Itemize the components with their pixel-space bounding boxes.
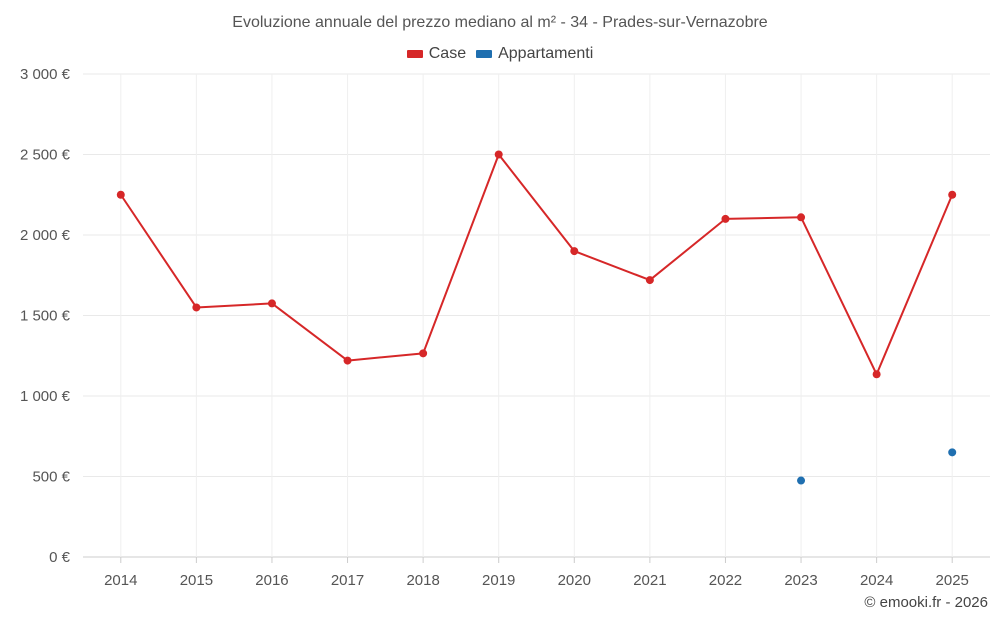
data-point-case-2018[interactable] [419,349,428,358]
x-tick-label: 2019 [482,572,515,589]
data-point-appartamenti-2023[interactable] [797,476,806,485]
data-point-case-2024[interactable] [872,370,881,379]
y-axis: 0 € 500 € 1 000 € 1 500 € 2 000 € 2 500 € 3 00… [20,66,71,566]
x-tick-label: 2022 [709,572,742,589]
legend: Case Appartamenti [0,45,1000,63]
legend-swatch-appartamenti [476,50,493,58]
y-tick-label: 3 000 € [20,66,71,83]
y-tick-label: 0 € [49,549,71,566]
x-tick-label: 2014 [104,572,137,589]
series-line-case [119,153,954,376]
data-point-case-2014[interactable] [116,190,125,199]
legend-swatch-case [406,50,423,58]
data-point-case-2021[interactable] [645,276,654,285]
y-tick-label: 500 € [32,469,70,486]
x-tick-label: 2024 [860,572,893,589]
legend-item-case[interactable]: Case [406,45,467,63]
chart-title: Evoluzione annuale del prezzo mediano al… [232,14,768,31]
series-layer [116,150,957,485]
y-tick-label: 1 500 € [20,308,71,325]
data-point-case-2015[interactable] [192,303,201,312]
x-tick-label: 2023 [784,572,817,589]
x-tick-label: 2018 [406,572,439,589]
x-axis: 2014 2015 2016 2017 2018 2019 2020 2021 2022 2023… [104,557,969,589]
legend-label-case: Case [428,45,467,62]
legend-item-appartamenti[interactable]: Appartamenti [476,45,593,63]
x-tick-label: 2017 [331,572,364,589]
data-point-case-2023[interactable] [797,213,806,222]
data-point-case-2017[interactable] [343,356,352,365]
x-tick-label: 2016 [255,572,288,589]
x-tick-label: 2021 [633,572,666,589]
y-tick-label: 2 000 € [20,227,71,244]
x-tick-label: 2025 [936,572,969,589]
grid-lines [83,73,990,558]
y-tick-label: 1 000 € [20,388,71,405]
y-tick-label: 2 500 € [20,147,71,164]
data-point-case-2016[interactable] [267,299,276,308]
data-point-case-2025[interactable] [948,190,957,199]
data-point-case-2019[interactable] [494,150,503,159]
credit-text[interactable]: © emooki.fr - 2026 [864,594,988,611]
data-point-case-2022[interactable] [721,214,730,223]
x-tick-label: 2015 [180,572,213,589]
data-point-case-2020[interactable] [570,247,579,256]
x-tick-label: 2020 [558,572,591,589]
legend-label-appartamenti: Appartamenti [498,45,594,62]
data-point-appartamenti-2025[interactable] [948,448,957,457]
